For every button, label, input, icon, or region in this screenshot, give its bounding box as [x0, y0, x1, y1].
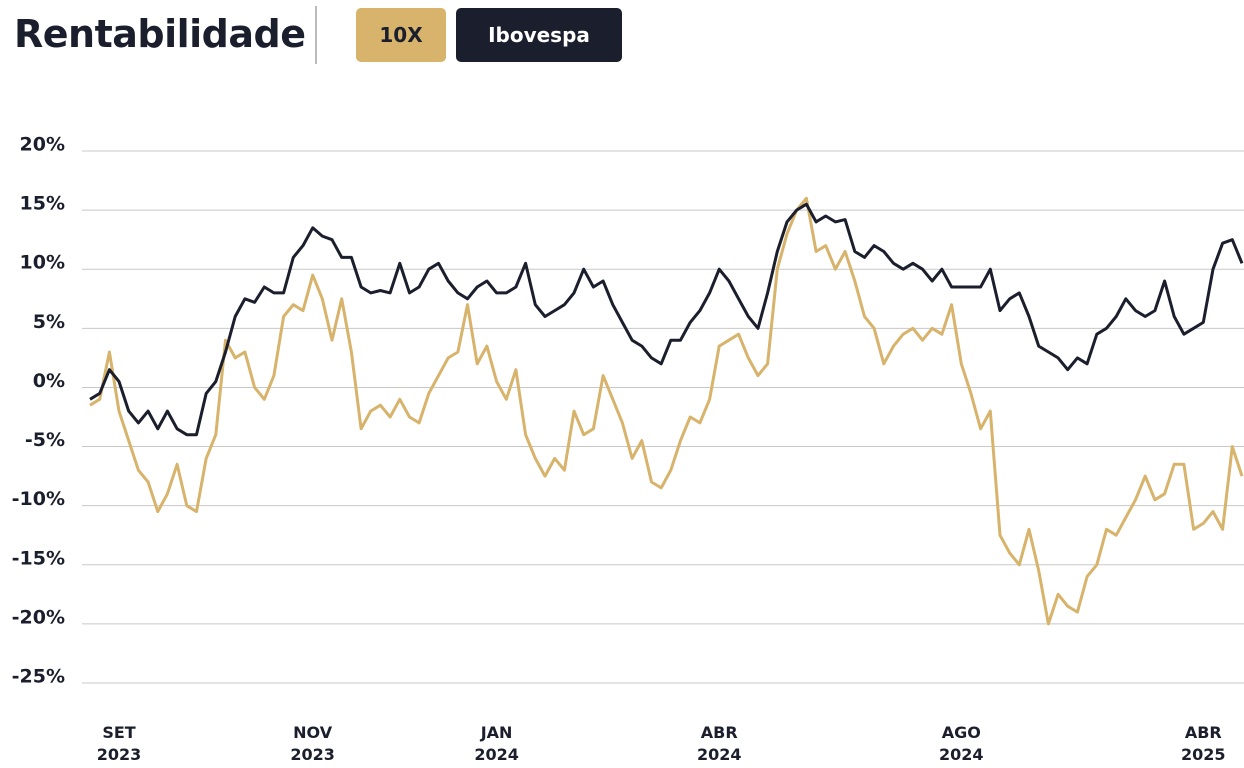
y-tick-label: 5% [33, 311, 65, 333]
x-tick-label: JAN 2024 [474, 723, 519, 764]
x-tick-label: ABR 2025 [1181, 723, 1226, 764]
y-tick-label: 20% [20, 134, 65, 156]
line-series [89, 202, 1244, 437]
y-tick-label: 0% [33, 370, 65, 392]
y-tick-label: 15% [20, 193, 65, 215]
chart-title: Rentabilidade [14, 12, 306, 56]
y-tick-label: -20% [12, 606, 65, 628]
y-tick-label: -25% [12, 666, 65, 688]
legend-button[interactable]: Ibovespa [456, 8, 622, 62]
legend-button[interactable]: 10X [356, 8, 446, 62]
x-tick-label: ABR 2024 [696, 723, 742, 764]
y-tick-label: -10% [12, 488, 65, 510]
x-tick-label: SET 2023 [96, 723, 142, 764]
x-tick-label: AGO 2024 [938, 723, 984, 764]
y-tick-label: 10% [20, 252, 65, 274]
line-series [89, 196, 1244, 626]
separator [315, 6, 317, 64]
y-tick-label: -15% [12, 547, 65, 569]
x-tick-label: NOV 2023 [290, 723, 335, 764]
y-tick-label: -5% [25, 429, 65, 451]
